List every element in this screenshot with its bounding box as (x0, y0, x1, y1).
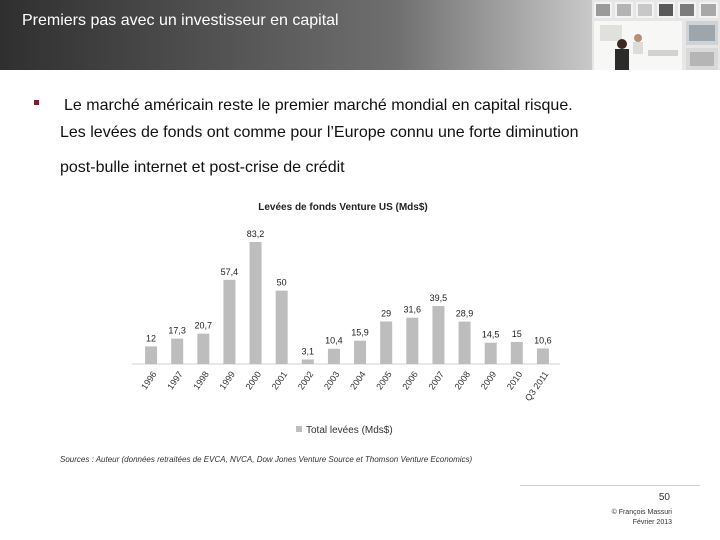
venture-fundraising-chart: Levées de fonds Venture US (Mds$) 12 17,3… (132, 202, 560, 436)
x-tick-label-1996: 1996 (139, 369, 159, 391)
slide-header: Premiers pas avec un investisseur en cap… (0, 0, 720, 70)
value-label-1997: 17,3 (168, 326, 186, 336)
value-label-2008: 28,9 (456, 309, 474, 319)
x-tick-label-2005: 2005 (374, 369, 394, 391)
bar-2010 (510, 342, 523, 364)
value-label-2004: 15,9 (351, 328, 369, 338)
bullet-line-1: Le marché américain reste le premier mar… (64, 97, 573, 114)
bar-2000 (249, 241, 262, 364)
value-label-2002: 3,1 (302, 346, 315, 356)
value-label-2007: 39,5 (430, 293, 448, 303)
x-tick-label-1998: 1998 (191, 369, 211, 391)
x-tick-label-2004: 2004 (348, 369, 368, 391)
sources-note: Sources : Auteur (données retraitées de … (60, 455, 473, 464)
bar-2007 (432, 306, 445, 364)
x-tick-label-2007: 2007 (426, 369, 446, 391)
bar-2008 (458, 321, 471, 364)
value-label-2010: 15 (512, 329, 522, 339)
bar-1996 (145, 346, 158, 364)
value-label-2000: 83,2 (247, 229, 265, 239)
value-label-2006: 31,6 (404, 305, 422, 315)
bullet-paragraph: Le marché américain reste le premier mar… (60, 92, 690, 181)
value-label-group: 12 17,3 20,7 57,4 83,2 50 3,1 10,4 15,9 29 31,6 39,… (146, 229, 552, 356)
x-tick-label-2000: 2000 (244, 369, 264, 391)
bullet-line-2: Les levées de fonds ont comme pour l’Eur… (60, 124, 579, 141)
bullet-marker (34, 100, 39, 105)
x-tick-label-2009: 2009 (479, 369, 499, 391)
header-photo-collage (592, 0, 720, 70)
value-label-1999: 57,4 (221, 267, 239, 277)
slide-title: Premiers pas avec un investisseur en cap… (22, 12, 339, 29)
bar-2009 (484, 342, 497, 364)
x-tick-label-1997: 1997 (165, 369, 185, 391)
x-tick-label-2010: 2010 (505, 369, 525, 391)
value-label-1996: 12 (146, 333, 156, 343)
x-tick-label-group: 1996 1997 1998 1999 2000 2001 2002 2003 2004 2005… (139, 369, 551, 402)
bar-2006 (406, 317, 419, 364)
bar-1999 (223, 279, 236, 364)
copyright-date: Février 2013 (632, 519, 672, 526)
bar-2005 (380, 321, 393, 364)
value-label-2001: 50 (277, 278, 287, 288)
x-tick-label-2003: 2003 (322, 369, 342, 391)
value-label-2003: 10,4 (325, 336, 343, 346)
footer-divider (520, 485, 700, 486)
x-tick-label-2002: 2002 (296, 369, 316, 391)
bar-2004 (354, 340, 367, 364)
chart-title: Levées de fonds Venture US (Mds$) (258, 202, 428, 213)
x-tick-label-1999: 1999 (217, 369, 237, 391)
bar-1998 (197, 333, 210, 364)
bullet-line-3: post-bulle internet et post-crise de cré… (60, 159, 345, 176)
legend-label: Total levées (Mds$) (306, 425, 393, 436)
value-label-1998: 20,7 (195, 321, 213, 331)
x-tick-label-2008: 2008 (453, 369, 473, 391)
value-label-q3-2011: 10,6 (534, 335, 552, 345)
copyright-block: © François Massuri Février 2013 (560, 508, 672, 528)
legend-swatch (296, 426, 302, 432)
bar-1997 (171, 338, 184, 364)
value-label-2009: 14,5 (482, 330, 500, 340)
x-tick-label-2006: 2006 (400, 369, 420, 391)
x-tick-label-2001: 2001 (270, 369, 290, 391)
copyright-author: © François Massuri (611, 509, 672, 516)
page-number: 50 (658, 492, 670, 503)
bar-2002 (301, 359, 314, 364)
bar-group (145, 241, 549, 364)
x-tick-label-q3-2011: Q3 2011 (523, 369, 551, 402)
bar-2003 (327, 348, 340, 364)
bar-2001 (275, 290, 288, 364)
bar-q3-2011 (536, 348, 549, 364)
value-label-2005: 29 (381, 308, 391, 318)
